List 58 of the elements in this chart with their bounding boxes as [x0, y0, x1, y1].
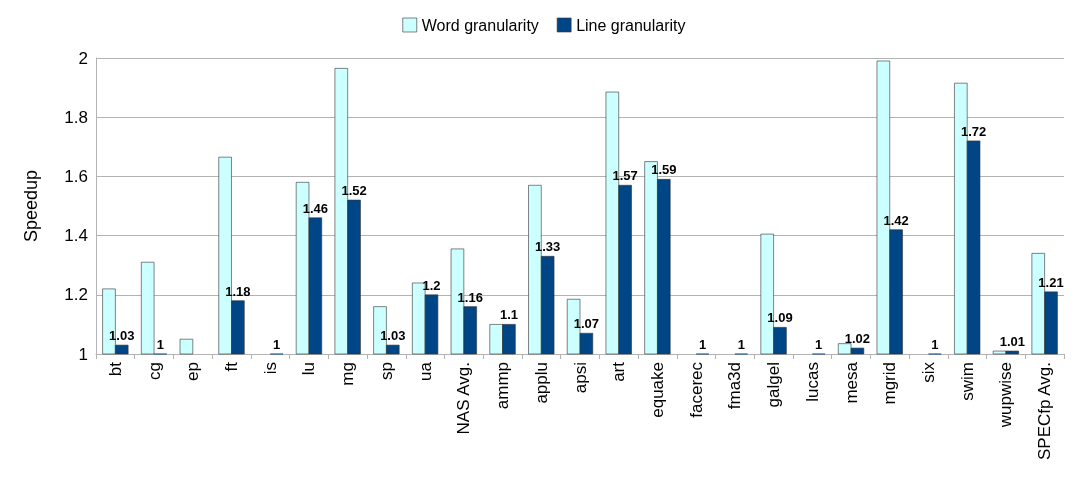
x-tick-label: cg	[144, 362, 164, 380]
x-tick-label: sp	[376, 362, 396, 380]
y-tick-label: 1.8	[64, 107, 88, 127]
data-label: 1.18	[225, 283, 251, 299]
x-tick-label: NAS Avg.	[454, 362, 474, 435]
legend-label: Word granularity	[421, 16, 539, 34]
y-axis-title: Speedup	[21, 169, 41, 243]
x-tick-label: ft	[222, 361, 242, 372]
data-label: 1.33	[535, 239, 561, 255]
x-tick-label: lucas	[802, 362, 822, 402]
data-label: 1.57	[612, 168, 638, 184]
data-label: 1.03	[380, 328, 406, 344]
data-label: 1.16	[457, 289, 483, 305]
x-tick-label: apsi	[570, 362, 590, 394]
data-label: 1.21	[1038, 274, 1064, 290]
x-tick-label: bt	[105, 361, 125, 377]
data-label: 1.09	[767, 310, 793, 326]
data-label: 1.42	[883, 212, 909, 228]
x-tick-label: ammp	[493, 362, 513, 410]
data-label: 1.2	[422, 277, 441, 293]
x-tick-label: ua	[415, 361, 435, 381]
data-label: 1	[698, 337, 707, 352]
y-tick-label: 1.6	[64, 166, 88, 186]
x-tick-label: SPECfp Avg.	[1035, 362, 1055, 460]
data-label: 1.07	[573, 316, 600, 332]
data-label: 1	[156, 337, 165, 352]
data-label: 1.03	[109, 328, 135, 344]
legend-label: Line granularity	[576, 16, 686, 34]
y-tick-label: 2	[78, 48, 88, 68]
x-tick-label: is	[260, 362, 280, 375]
x-tick-label: galgel	[764, 362, 784, 408]
x-tick-label: mesa	[841, 361, 861, 404]
y-tick-label: 1.2	[64, 285, 88, 305]
x-tick-label: applu	[531, 362, 551, 404]
x-tick-label: facerec	[686, 361, 706, 418]
x-tick-label: fma3d	[725, 362, 745, 410]
data-label: 1.01	[999, 334, 1025, 350]
data-label: 1	[815, 337, 823, 352]
data-label: 1	[931, 337, 939, 352]
y-tick-label: 1	[78, 344, 88, 364]
data-label: 1.59	[651, 162, 677, 178]
x-tick-label: art	[609, 361, 629, 382]
data-label: 1.02	[844, 331, 871, 347]
data-label: 1.1	[499, 307, 518, 323]
data-label: 1.46	[302, 200, 329, 216]
data-label: 1.72	[960, 123, 987, 139]
x-tick-label: mgrid	[880, 362, 900, 405]
y-tick-label: 1.4	[64, 226, 88, 246]
data-label: 1	[273, 337, 281, 352]
x-tick-label: six	[918, 361, 938, 383]
data-label: 1	[737, 337, 745, 352]
x-tick-label: equake	[647, 362, 667, 418]
data-label: 1.52	[341, 183, 367, 199]
x-tick-label: wupwise	[996, 362, 1016, 429]
x-tick-label: swim	[957, 362, 977, 401]
x-tick-label: lu	[299, 362, 319, 376]
x-tick-label: ep	[183, 362, 203, 381]
x-tick-label: mg	[338, 362, 358, 386]
